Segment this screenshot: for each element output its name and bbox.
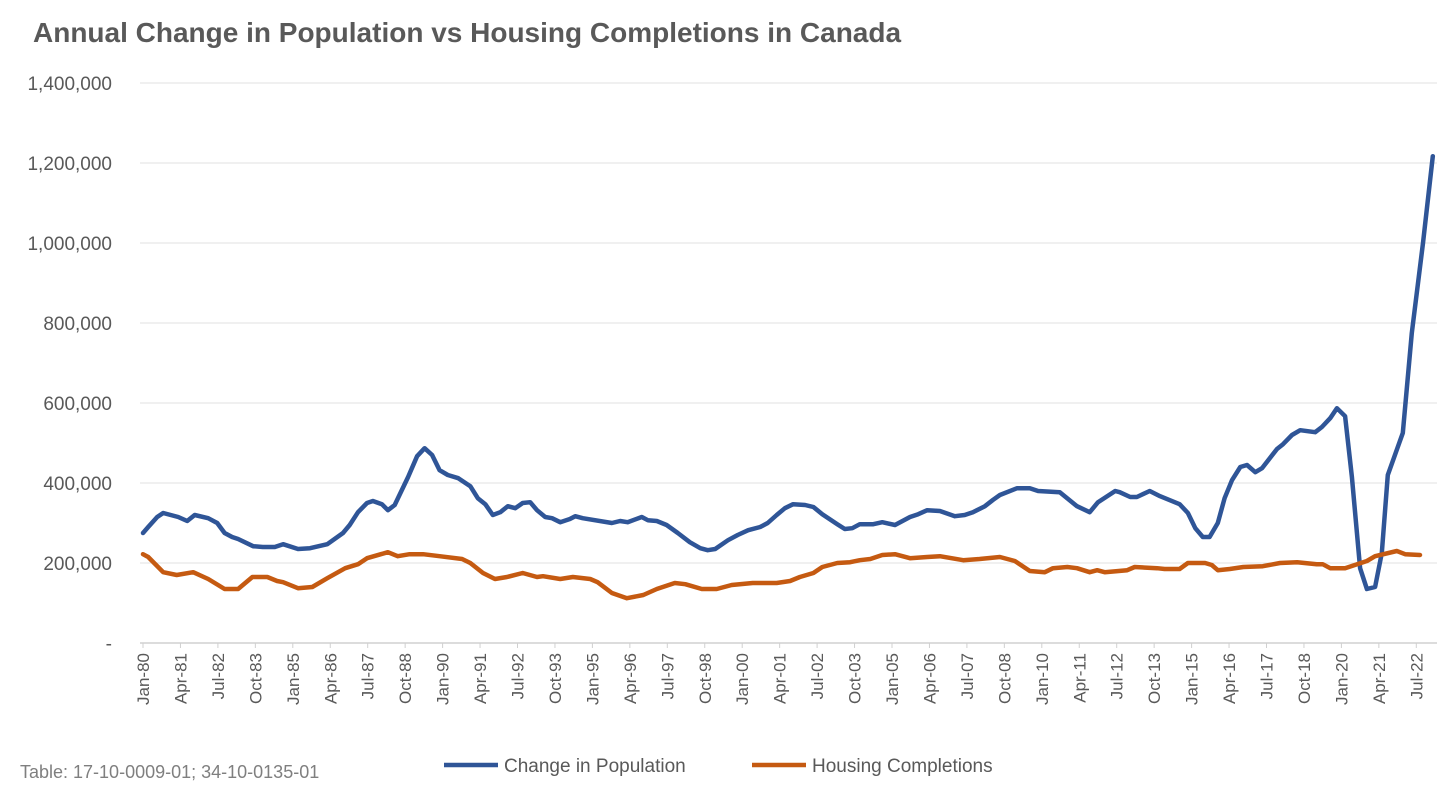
x-tick-label: Apr-11 xyxy=(1070,653,1089,703)
x-tick-label: Jan-00 xyxy=(733,653,752,705)
x-tick-label: Oct-88 xyxy=(396,653,415,704)
y-tick-label: 800,000 xyxy=(43,314,112,335)
x-tick-label: Apr-86 xyxy=(321,653,340,704)
legend: Change in Population Housing Completions xyxy=(444,756,993,777)
x-tick-label: Jan-20 xyxy=(1332,653,1351,705)
x-axis-ticks: Jan-80 Apr-81 Jul-82 Oct-83 Jan-85 Apr-86 Jul-… xyxy=(134,643,1426,705)
series-lines xyxy=(140,153,1436,601)
x-tick-label: Jan-90 xyxy=(434,653,453,705)
legend-label-housing: Housing Completions xyxy=(812,756,993,777)
x-tick-label: Jan-95 xyxy=(583,653,602,705)
x-tick-label: Jul-17 xyxy=(1258,653,1277,699)
x-tick-label: Jul-07 xyxy=(958,653,977,699)
x-tick-label: Apr-91 xyxy=(471,653,490,704)
x-tick-label: Oct-08 xyxy=(995,653,1014,704)
x-tick-label: Apr-21 xyxy=(1370,653,1389,704)
x-tick-label: Oct-83 xyxy=(246,653,265,704)
x-tick-label: Oct-18 xyxy=(1295,653,1314,704)
y-tick-label: 400,000 xyxy=(43,474,112,495)
series-line-housing-completions xyxy=(140,548,1423,601)
x-tick-label: Jan-15 xyxy=(1183,653,1202,705)
x-tick-label: Jan-05 xyxy=(883,653,902,705)
x-tick-label: Jan-80 xyxy=(134,653,153,705)
x-tick-label: Jul-22 xyxy=(1407,653,1426,699)
legend-label-population: Change in Population xyxy=(504,756,686,777)
y-tick-label: 200,000 xyxy=(43,554,112,575)
x-tick-label: Jul-87 xyxy=(359,653,378,699)
x-tick-label: Apr-96 xyxy=(621,653,640,704)
y-tick-label: 1,400,000 xyxy=(27,74,112,95)
x-tick-label: Oct-13 xyxy=(1145,653,1164,704)
x-tick-label: Jul-82 xyxy=(209,653,228,699)
x-tick-label: Oct-98 xyxy=(696,653,715,704)
y-axis-ticks: - 200,000 400,000 600,000 800,000 1,000,000 1,… xyxy=(27,74,112,655)
chart-title: Annual Change in Population vs Housing C… xyxy=(33,17,901,48)
y-tick-label: 1,000,000 xyxy=(27,234,112,255)
y-tick-label: - xyxy=(106,634,112,655)
x-tick-label: Jul-02 xyxy=(808,653,827,699)
x-tick-label: Jul-92 xyxy=(509,653,528,699)
x-tick-label: Jan-10 xyxy=(1033,653,1052,705)
x-tick-label: Apr-81 xyxy=(171,653,190,704)
x-tick-label: Apr-01 xyxy=(771,653,790,704)
x-tick-label: Jul-97 xyxy=(658,653,677,699)
y-tick-label: 600,000 xyxy=(43,394,112,415)
x-tick-label: Jan-85 xyxy=(284,653,303,705)
x-tick-label: Apr-16 xyxy=(1220,653,1239,704)
x-tick-label: Oct-03 xyxy=(846,653,865,704)
x-tick-label: Apr-06 xyxy=(920,653,939,704)
gridlines xyxy=(140,82,1437,644)
y-tick-label: 1,200,000 xyxy=(27,154,112,175)
x-tick-label: Oct-93 xyxy=(546,653,565,704)
series-line-change-in-population xyxy=(140,153,1436,592)
source-note: Table: 17-10-0009-01; 34-10-0135-01 xyxy=(20,762,319,782)
x-tick-label: Jul-12 xyxy=(1108,653,1127,699)
